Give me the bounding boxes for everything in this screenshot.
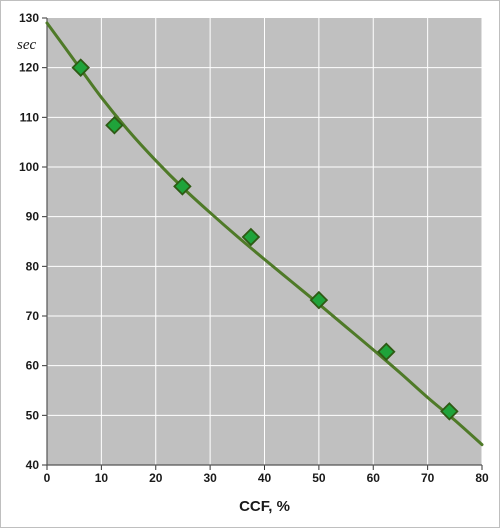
data-point-marker — [105, 116, 124, 135]
data-point-marker — [173, 177, 192, 196]
y-tick-label: 80 — [26, 259, 40, 273]
y-tick-label: 130 — [19, 11, 39, 25]
x-tick-label: 10 — [95, 471, 109, 485]
x-tick-label: 70 — [421, 471, 435, 485]
x-tick-label: 80 — [475, 471, 489, 485]
y-tick-label: 90 — [26, 210, 40, 224]
data-point-marker — [440, 402, 459, 421]
x-tick-labels: 0 10 20 30 40 50 60 70 80 — [44, 471, 489, 485]
y-tick-label: 120 — [19, 61, 39, 75]
x-tick-label: 30 — [203, 471, 217, 485]
y-tick-label: 70 — [26, 309, 40, 323]
horizontal-gridlines — [42, 17, 482, 466]
x-axis-title: CCF, % — [239, 498, 290, 515]
y-tick-label: 60 — [26, 359, 40, 373]
trend-line — [45, 21, 484, 447]
y-tick-label: 40 — [26, 458, 40, 472]
x-tick-label: 0 — [44, 471, 51, 485]
axes — [46, 18, 482, 466]
x-tick-label: 40 — [258, 471, 272, 485]
data-point-marker — [377, 342, 396, 362]
data-markers — [71, 58, 459, 421]
x-tick-label: 20 — [149, 471, 163, 485]
data-point-marker — [71, 58, 90, 77]
y-tick-label: 100 — [19, 160, 39, 174]
vertical-gridlines — [46, 18, 483, 470]
y-axis-unit-label: sec — [17, 37, 36, 53]
x-tick-label: 50 — [312, 471, 326, 485]
data-point-marker — [309, 290, 329, 310]
data-point-marker — [241, 227, 261, 247]
y-tick-label: 110 — [20, 110, 40, 124]
x-tick-label: 60 — [367, 471, 381, 485]
y-tick-label: 50 — [26, 408, 40, 422]
y-tick-labels: 40 50 60 70 80 90 100 110 120 130 — [19, 11, 39, 472]
